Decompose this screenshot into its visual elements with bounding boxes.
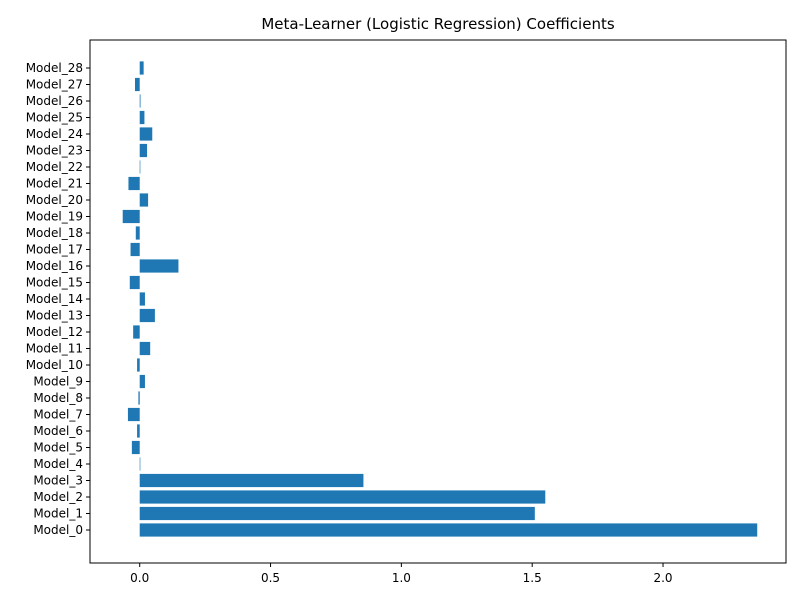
bar	[139, 457, 141, 471]
y-tick-label: Model_18	[26, 226, 83, 240]
bar	[139, 341, 151, 356]
bars-layer	[122, 61, 758, 537]
bar	[139, 259, 179, 273]
y-tick-label: Model_8	[33, 391, 83, 405]
y-tick-label: Model_15	[26, 276, 83, 290]
bar	[138, 391, 140, 405]
bar	[139, 193, 149, 207]
bar	[130, 242, 140, 257]
bar	[139, 308, 155, 323]
bar	[139, 160, 141, 174]
x-tick-label: 1.0	[392, 571, 411, 585]
bar	[135, 77, 140, 92]
x-tick-label: 2.0	[653, 571, 672, 585]
bar	[133, 325, 140, 339]
bar	[139, 473, 364, 488]
y-tick-label: Model_10	[26, 358, 83, 372]
y-tick-label: Model_12	[26, 325, 83, 339]
y-tick-label: Model_26	[26, 94, 83, 108]
bar	[137, 424, 140, 438]
x-tick-label: 0.5	[261, 571, 280, 585]
x-tick-label: 1.5	[523, 571, 542, 585]
y-tick-label: Model_22	[26, 160, 83, 174]
y-tick-label: Model_1	[33, 507, 83, 521]
bar	[139, 523, 758, 537]
y-tick-label: Model_3	[33, 474, 83, 488]
y-tick-label: Model_21	[26, 177, 83, 191]
bar	[127, 407, 140, 422]
bar	[139, 127, 153, 141]
bar	[139, 490, 546, 504]
bar	[135, 226, 140, 240]
bar	[131, 440, 140, 455]
bar	[139, 61, 144, 75]
bar	[122, 209, 140, 224]
y-tick-label: Model_13	[26, 309, 83, 323]
bar	[137, 358, 140, 372]
y-tick-label: Model_28	[26, 61, 83, 75]
y-tick-label: Model_24	[26, 127, 83, 141]
y-tick-label: Model_6	[33, 424, 83, 438]
bar	[139, 94, 141, 108]
y-tick-label: Model_9	[33, 375, 83, 389]
y-tick-label: Model_23	[26, 144, 83, 158]
y-tick-label: Model_5	[33, 441, 83, 455]
bar	[139, 374, 145, 389]
bar	[139, 506, 535, 521]
y-tick-label: Model_11	[26, 342, 83, 356]
chart-title: Meta-Learner (Logistic Regression) Coeff…	[261, 15, 615, 33]
plot-frame	[89, 39, 787, 564]
y-tick-label: Model_16	[26, 259, 83, 273]
y-tick-label: Model_7	[33, 408, 83, 422]
x-tick-label: 0.0	[130, 571, 149, 585]
y-tick-label: Model_20	[26, 193, 83, 207]
y-tick-label: Model_14	[26, 292, 83, 306]
bar	[129, 275, 140, 290]
y-tick-label: Model_25	[26, 111, 83, 125]
axes-layer: Model_0 Model_1 Model_2 Model_3 Model_4 Model…	[26, 39, 787, 585]
y-tick-label: Model_2	[33, 490, 83, 504]
bar	[139, 143, 148, 158]
bar	[139, 110, 145, 125]
y-tick-label: Model_19	[26, 210, 83, 224]
y-tick-label: Model_0	[33, 523, 83, 537]
bar	[139, 292, 145, 306]
y-tick-label: Model_17	[26, 243, 83, 257]
y-tick-label: Model_27	[26, 78, 83, 92]
y-tick-label: Model_4	[33, 457, 83, 471]
bar	[128, 176, 140, 191]
